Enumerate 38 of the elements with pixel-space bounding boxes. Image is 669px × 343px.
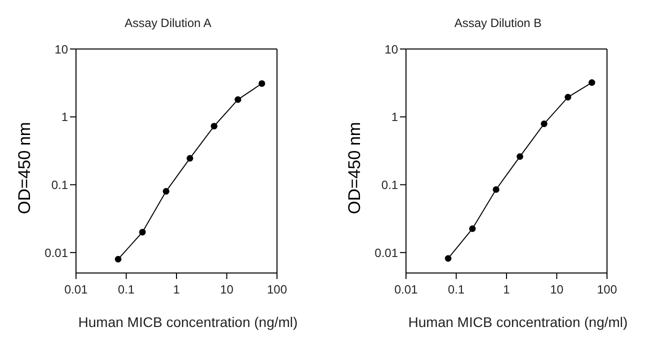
point [114,256,122,262]
y-tick-label: 10 [384,42,398,56]
y-tick-label: 1 [61,110,68,124]
x-tick-label: 1 [173,282,180,297]
y-axis-title: OD=450 nm [15,120,35,216]
x-tick-label: 100 [266,282,288,297]
x-tick-label: 0.01 [394,282,418,297]
y-tick-label: 10 [54,42,68,56]
point [492,186,500,193]
y-tick-label: 0.1 [381,178,398,192]
point [210,122,218,130]
chart-title: Assay Dilution B [453,16,543,30]
x-tick-label: 10 [550,282,564,297]
point [469,225,476,232]
x-tick-label: 0.01 [64,282,88,297]
x-tick-label: 100 [596,282,618,297]
point [540,120,548,128]
point [139,228,146,236]
point [444,255,452,262]
point [588,79,596,86]
x-axis-title: Human MICB concentration (ng/ml) [407,314,629,330]
x-tick-label: 10 [220,282,234,297]
point [162,188,170,195]
chart-title: Assay Dilution A [124,16,212,30]
point [258,80,266,87]
point [564,94,572,100]
y-tick-label: 0.1 [51,178,68,192]
x-tick-label: 0.1 [448,282,465,297]
y-tick-label: 1 [391,110,398,124]
x-tick-label: 1 [503,282,510,297]
point [186,155,194,162]
x-tick-label: 0.1 [118,282,135,297]
point [234,96,242,103]
point [516,153,524,160]
y-tick-label: 0.01 [44,246,68,260]
x-axis-title: Human MICB concentration (ng/ml) [77,314,299,330]
y-tick-label: 0.01 [374,246,398,260]
y-axis-title: OD=450 nm [345,120,365,216]
